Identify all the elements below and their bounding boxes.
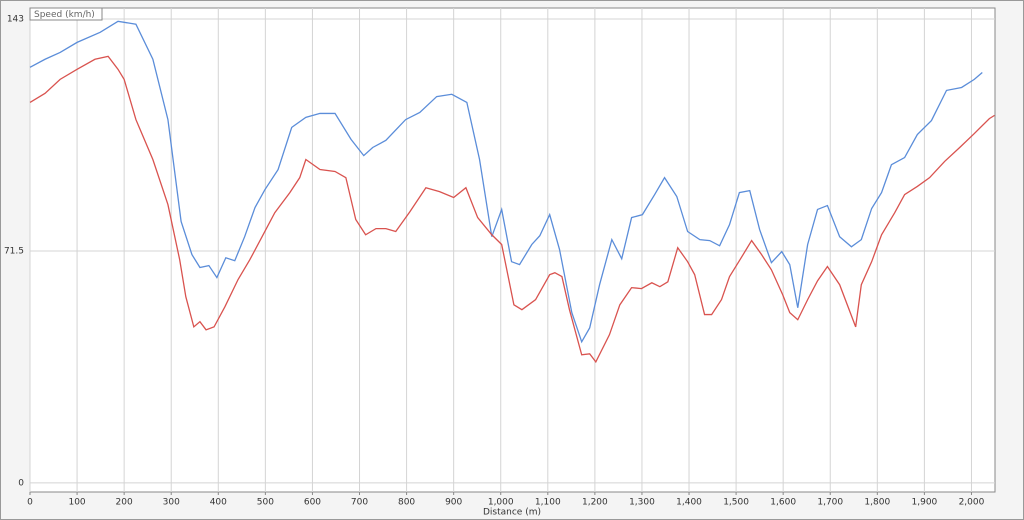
y-tick-label: 71.5 [4, 246, 24, 256]
x-tick-label: 200 [116, 498, 133, 508]
x-tick-label: 1,700 [817, 498, 843, 508]
lines [29, 20, 995, 364]
y-label-box [29, 7, 103, 21]
x-tick-label: 900 [445, 498, 462, 508]
x-tick-label: 300 [163, 498, 180, 508]
series-line [29, 55, 995, 364]
series-line [29, 20, 983, 344]
x-tick-label: 100 [68, 498, 85, 508]
x-tick-label: 1,100 [535, 498, 561, 508]
x-tick-label: 1,900 [912, 498, 938, 508]
x-tick-label: 800 [398, 498, 415, 508]
x-tick-label: 1,200 [582, 498, 608, 508]
y-tick-label: 0 [18, 478, 24, 488]
y-axis-label: Speed (km/h) [34, 10, 95, 20]
plot-area [29, 7, 996, 493]
grid [29, 8, 995, 492]
x-tick-label: 400 [210, 498, 227, 508]
x-tick-label: 700 [351, 498, 368, 508]
x-tick-label: 1,800 [864, 498, 890, 508]
x-axis-label: Distance (m) [483, 508, 541, 518]
x-tick-label: 1,600 [770, 498, 796, 508]
x-tick-label: 1,400 [676, 498, 702, 508]
x-tick-label: 0 [27, 498, 33, 508]
y-tick-label: 143 [7, 15, 24, 25]
x-tick-label: 1,300 [629, 498, 655, 508]
x-tick-label: 1,500 [723, 498, 749, 508]
x-tick-label: 500 [257, 498, 274, 508]
x-tick-label: 600 [304, 498, 321, 508]
x-tick-label: 2,000 [959, 498, 985, 508]
x-tick-label: 1,000 [488, 498, 514, 508]
